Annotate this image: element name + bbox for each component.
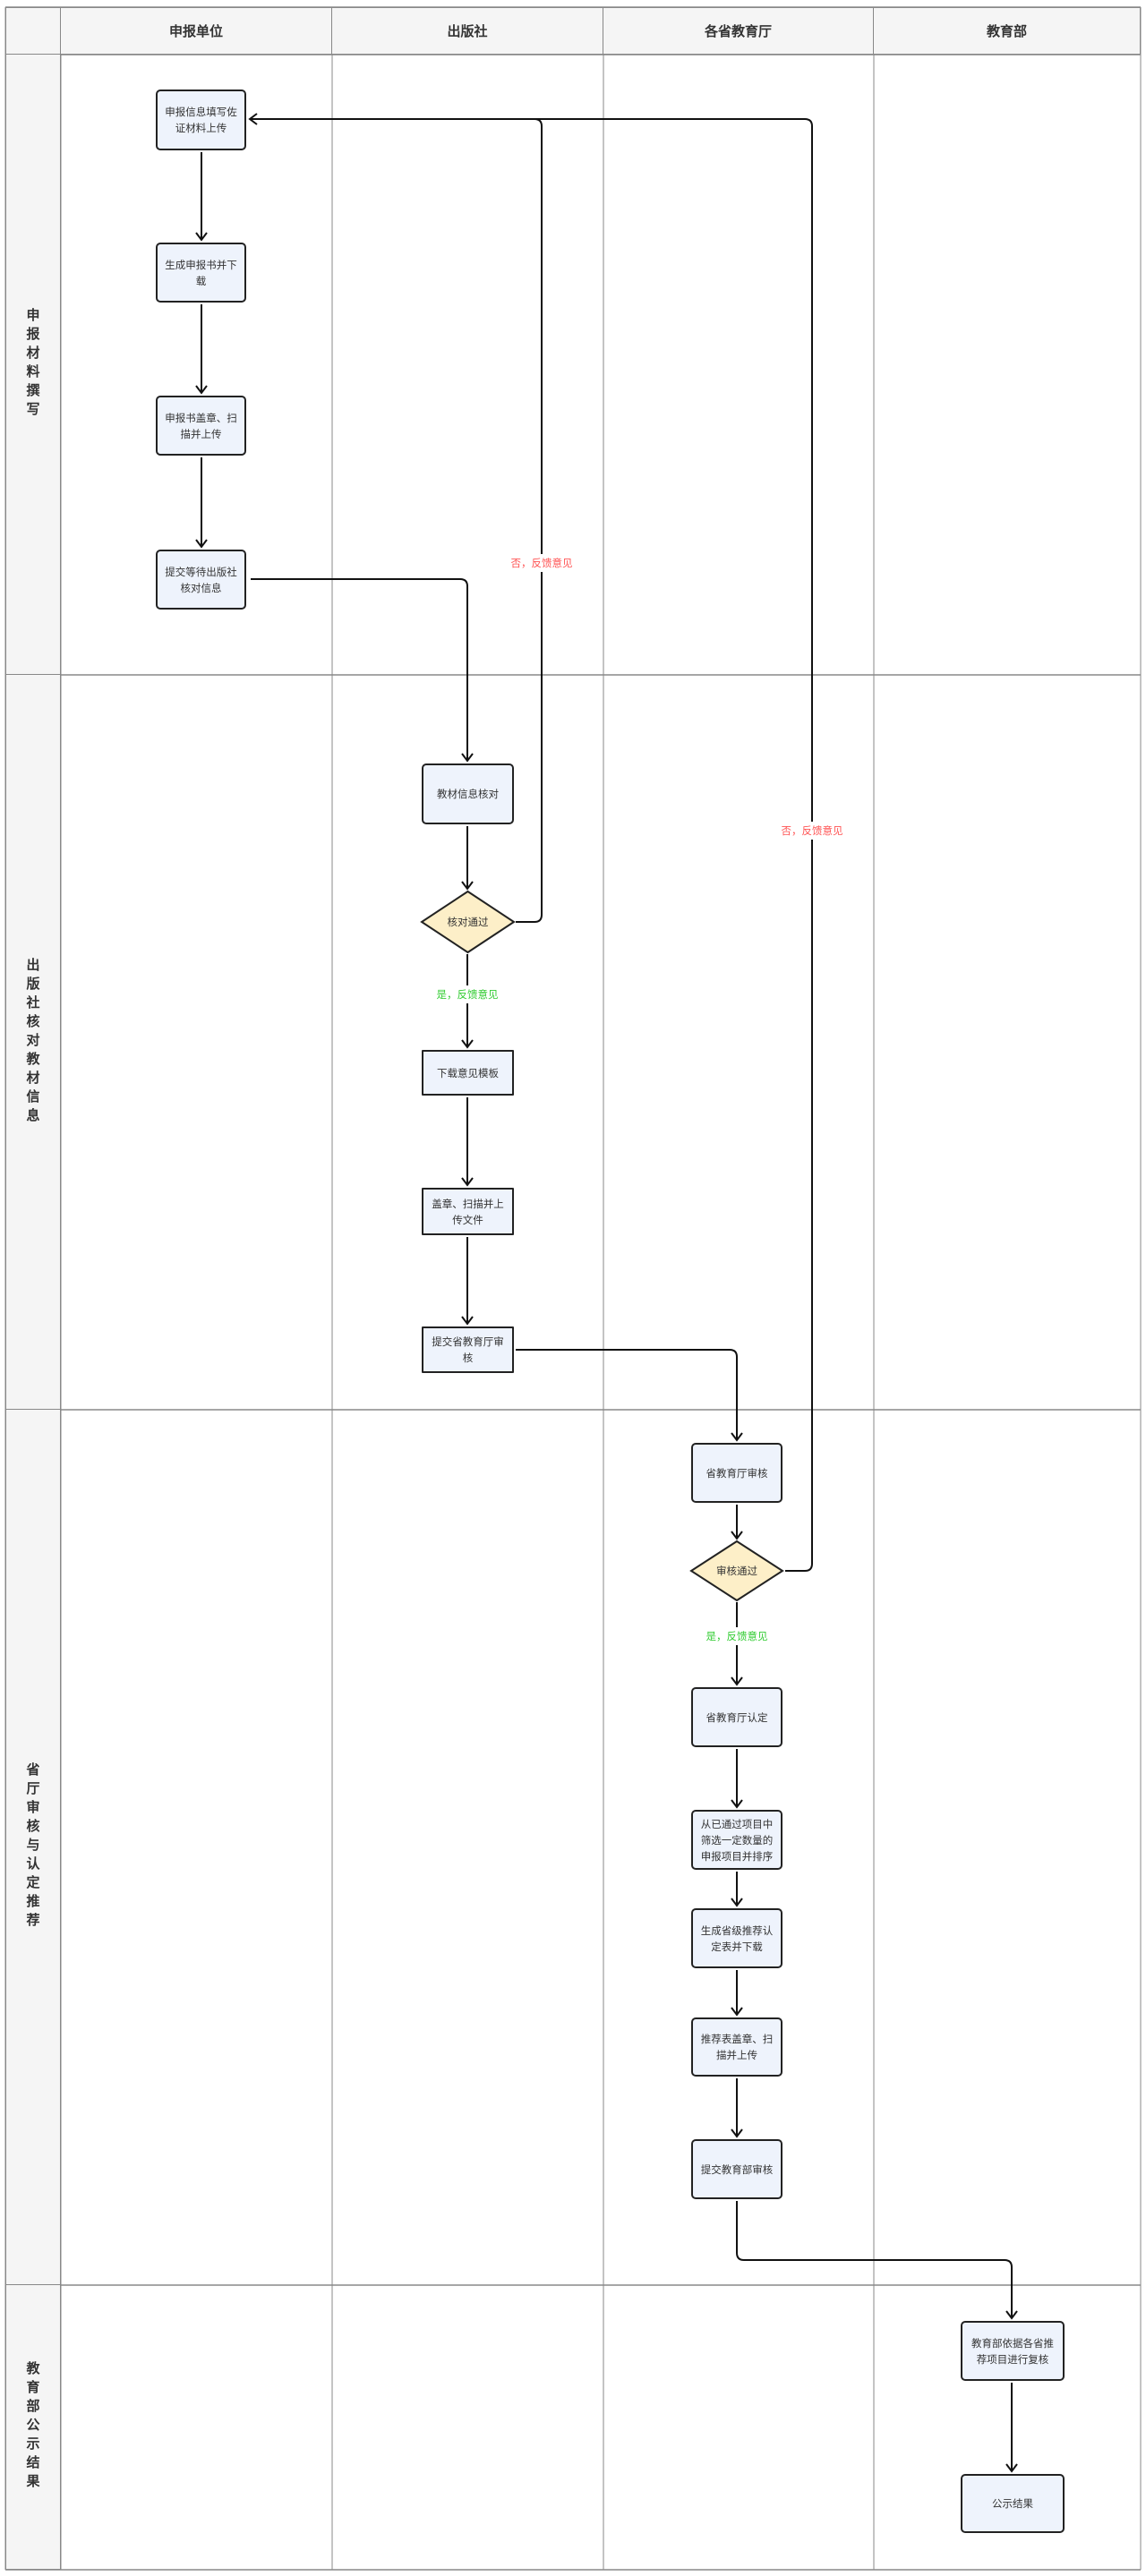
process-node: 提交教育部审核 [691,2139,783,2199]
process-node: 公示结果 [961,2474,1065,2533]
process-node: 提交省教育厅审核 [422,1326,514,1373]
arrowhead-icon [461,1177,474,1187]
edge-label-no: 否，反馈意见 [510,554,573,572]
decision-diamond [420,890,516,954]
lane-label: 教育部公示结果 [5,2285,61,2570]
process-node: 生成申报书并下载 [156,243,246,303]
decision-diamond [689,1540,784,1602]
edge-label-no: 否，反馈意见 [781,822,843,840]
column-header: 教育部 [874,7,1141,55]
arrowhead-icon [1005,2310,1018,2320]
process-node: 下载意见模板 [422,1050,514,1096]
arrowhead-icon [195,385,208,395]
arrowhead-icon [731,2007,743,2017]
connector-arrow [736,2201,1013,2318]
edge-label-yes: 是，反馈意见 [706,1627,768,1645]
column-header: 各省教育厅 [603,7,874,55]
arrowhead-icon [461,881,474,891]
process-node: 省教育厅审核 [691,1443,783,1503]
column-header: 申报单位 [61,7,332,55]
arrowhead-icon [461,1316,474,1326]
decision-label: 核对通过 [447,916,489,928]
process-node: 盖章、扫描并上传文件 [422,1188,514,1235]
edge-label-yes: 是，反馈意见 [436,985,499,1003]
arrowhead-icon [461,753,474,763]
arrowhead-icon [195,232,208,242]
lane-label: 省厅审核与认定推荐 [5,1410,61,2285]
decision-label: 审核通过 [716,1565,757,1577]
arrowhead-icon [731,1799,743,1809]
arrowhead-icon [1005,2463,1018,2473]
lane-label: 出版社核对教材信息 [5,675,61,1410]
header-corner [5,7,61,55]
arrowhead-icon [731,1898,743,1907]
process-node: 教育部依据各省推荐项目进行复核 [961,2321,1065,2381]
arrowhead-icon [461,1039,474,1049]
column-header: 出版社 [332,7,603,55]
connector-arrow [251,578,468,761]
process-node: 省教育厅认定 [691,1687,783,1747]
arrowhead-icon [248,113,258,125]
process-node: 提交等待出版社核对信息 [156,550,246,610]
lane-label: 申报材料撰写 [5,55,61,675]
connector-arrow [250,118,813,1564]
arrowhead-icon [731,1531,743,1540]
connector-arrow [516,118,543,923]
process-node: 从已通过项目中筛选一定数量的申报项目并排序 [691,1810,783,1870]
connector-arrow [785,1563,813,1572]
arrowhead-icon [731,1676,743,1686]
process-node: 推荐表盖章、扫描并上传 [691,2017,783,2077]
process-node: 生成省级推荐认定表并下载 [691,1908,783,1968]
process-node: 申报信息填写佐证材料上传 [156,90,246,150]
connector-arrow [516,1349,738,1440]
process-node: 申报书盖章、扫描并上传 [156,396,246,456]
arrowhead-icon [195,539,208,549]
process-node: 教材信息核对 [422,763,514,824]
arrowhead-icon [731,2128,743,2138]
arrowhead-icon [731,1432,743,1442]
